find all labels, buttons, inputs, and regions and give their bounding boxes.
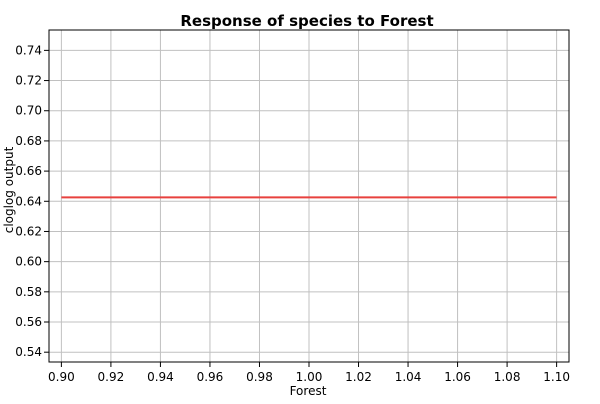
y-tick-label: 0.56 [15,315,42,329]
x-tick-label: 1.02 [345,370,372,384]
tick-labels: 0.90 0.92 0.94 0.96 0.98 1.00 1.02 1.04 1.06 1.08… [15,43,570,384]
y-tick-label: 0.66 [15,164,42,178]
tick-marks [44,49,558,367]
y-tick-label: 0.74 [15,43,42,57]
x-tick-label: 1.08 [494,370,521,384]
x-tick-label: 1.06 [444,370,471,384]
y-tick-label: 0.70 [15,104,42,118]
y-tick-label: 0.72 [15,74,42,88]
y-axis-label: cloglog output [2,146,16,233]
x-tick-label: 1.10 [543,370,570,384]
y-tick-label: 0.58 [15,285,42,299]
y-tick-label: 0.68 [15,134,42,148]
x-tick-label: 1.04 [395,370,422,384]
y-tick-label: 0.64 [15,194,42,208]
y-tick-label: 0.54 [15,345,42,359]
x-tick-label: 0.92 [98,370,125,384]
y-tick-label: 0.60 [15,255,42,269]
chart-title: Response of species to Forest [180,12,433,30]
x-tick-label: 1.00 [296,370,323,384]
x-axis-label: Forest [290,384,327,398]
grid-lines [49,30,569,362]
x-tick-label: 0.96 [197,370,224,384]
x-tick-label: 0.90 [48,370,75,384]
y-tick-label: 0.62 [15,224,42,238]
x-tick-label: 0.98 [246,370,273,384]
x-tick-label: 0.94 [147,370,174,384]
